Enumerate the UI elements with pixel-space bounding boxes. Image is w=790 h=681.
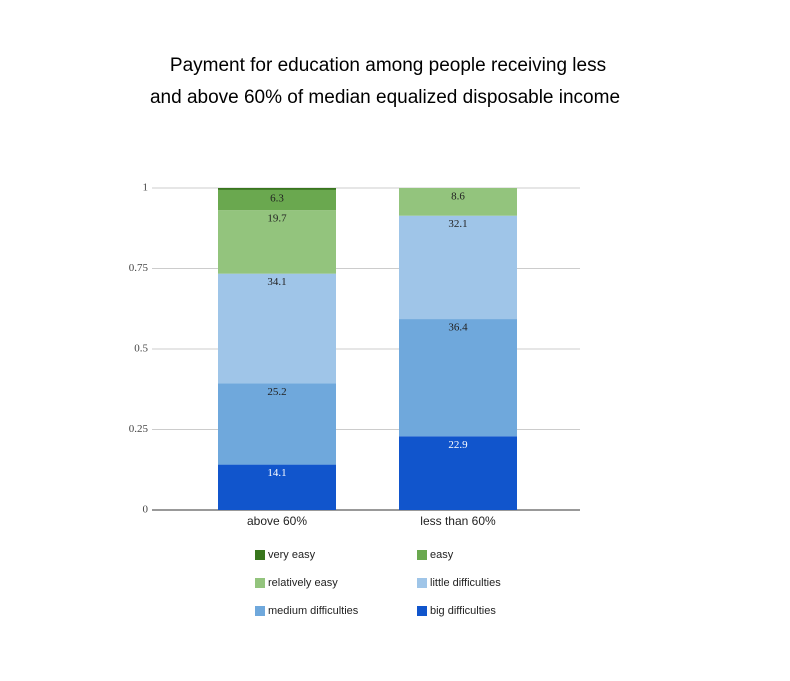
value-label: 8.6 [451, 191, 465, 203]
legend-label: big difficulties [430, 605, 496, 617]
legend-label: easy [430, 549, 454, 561]
y-tick-label: 0.5 [134, 343, 148, 355]
bar-segment [218, 189, 336, 211]
legend-label: very easy [268, 549, 316, 561]
value-label: 22.9 [448, 439, 468, 451]
value-label: 14.1 [267, 467, 286, 479]
x-tick-label: above 60% [247, 514, 307, 528]
legend-swatch [417, 606, 427, 616]
bar-segment [218, 210, 336, 274]
bar-segment [399, 188, 517, 216]
y-tick-label: 0 [143, 504, 149, 516]
value-label: 25.2 [267, 386, 286, 398]
y-tick-label: 0.25 [129, 423, 149, 435]
bar-segment [218, 383, 336, 465]
value-label: 19.7 [267, 213, 287, 225]
bar-segment [218, 273, 336, 384]
legend-swatch [255, 606, 265, 616]
legend-label: medium difficulties [268, 605, 359, 617]
bar-segment [218, 188, 336, 190]
y-tick-label: 1 [143, 182, 149, 194]
bar-segment [399, 436, 517, 510]
value-label: 36.4 [448, 322, 468, 334]
bar-segment [399, 215, 517, 320]
x-tick-label: less than 60% [420, 514, 496, 528]
bar-segment [399, 319, 517, 437]
legend-label: little difficulties [430, 577, 501, 589]
y-tick-label: 0.75 [129, 262, 149, 274]
value-label: 34.1 [267, 276, 286, 288]
bar-segment [218, 464, 336, 510]
value-label: 6.3 [270, 192, 284, 204]
chart-title: and above 60% of median equalized dispos… [150, 87, 620, 108]
value-label: 32.1 [448, 218, 467, 230]
legend-swatch [255, 578, 265, 588]
legend-swatch [417, 550, 427, 560]
legend-swatch [255, 550, 265, 560]
chart-title: Payment for education among people recei… [170, 55, 606, 76]
legend-label: relatively easy [268, 577, 338, 589]
legend-swatch [417, 578, 427, 588]
